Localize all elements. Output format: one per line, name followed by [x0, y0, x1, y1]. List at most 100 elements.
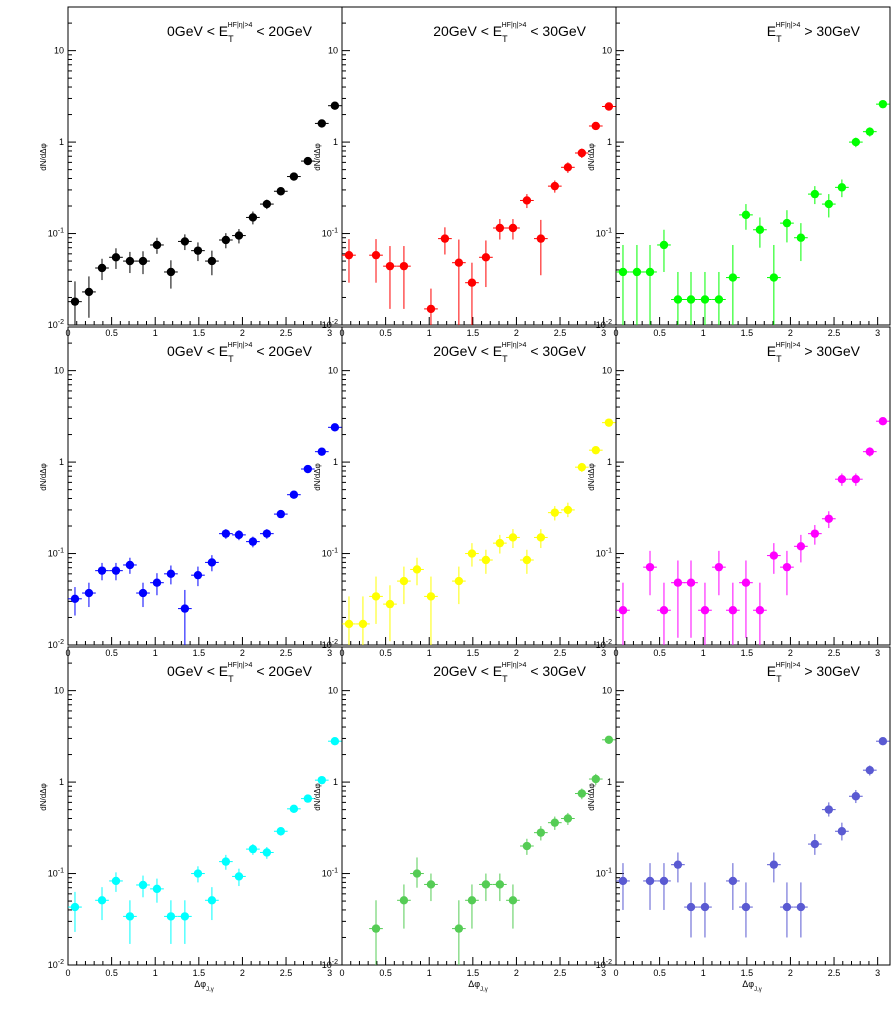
plot-frame: [341, 6, 617, 326]
data-point: [673, 860, 683, 869]
x-tick-label: 1.5: [467, 648, 480, 658]
y-tick-label: 10-1: [596, 228, 612, 239]
x-axis-label-subscript: J,γ: [480, 987, 488, 993]
data-point: [741, 902, 751, 912]
data-point: [810, 189, 820, 199]
data-point: [686, 578, 696, 587]
x-tick-label: 1: [701, 968, 706, 978]
data-point: [632, 267, 642, 277]
y-tick-label: 1: [333, 137, 338, 147]
data-point: [317, 775, 327, 785]
data-point: [358, 619, 368, 629]
data-point: [536, 533, 546, 542]
data-point: [741, 210, 751, 220]
data-point: [70, 297, 80, 306]
x-tick-label: 2.5: [280, 648, 293, 658]
y-tick-label: 10-1: [48, 868, 64, 879]
panel-title-superscript: HF|η|>4: [502, 22, 527, 29]
x-tick-label: 1.5: [741, 328, 754, 338]
data-point: [618, 267, 628, 277]
x-tick-label: 0.5: [653, 648, 666, 658]
data-point: [207, 558, 217, 567]
panel-title-superscript: HF|η|>4: [228, 662, 253, 669]
x-tick-label: 1: [153, 648, 158, 658]
x-tick-label: 2: [240, 328, 245, 338]
x-tick-label: 0: [339, 968, 344, 978]
x-tick-label: 2: [788, 968, 793, 978]
data-point: [796, 233, 806, 242]
data-point: [97, 896, 107, 905]
data-point: [152, 240, 162, 250]
y-tick-label: 10-1: [48, 548, 64, 559]
x-tick-label: 2: [788, 328, 793, 338]
x-tick-label: 1: [153, 328, 158, 338]
data-point: [508, 223, 518, 233]
data-point: [180, 912, 190, 921]
data-point: [810, 839, 820, 849]
x-tick-label: 2: [240, 968, 245, 978]
data-point: [865, 127, 875, 136]
plot-frame: [341, 326, 617, 646]
panel-title-suffix: < 20GeV: [252, 663, 312, 679]
data-point: [536, 234, 546, 243]
data-point: [303, 464, 313, 474]
x-tick-label: 1.5: [193, 328, 206, 338]
data-point: [193, 869, 203, 878]
data-point: [481, 555, 491, 565]
data-point: [234, 872, 244, 881]
panel-title-subscript: T: [228, 674, 234, 684]
data-point: [152, 578, 162, 587]
x-tick-label: 0: [613, 968, 618, 978]
data-series: [616, 99, 890, 325]
y-tick-label: 10: [328, 686, 338, 696]
panel-title-suffix: > 30GeV: [800, 663, 860, 679]
data-point: [97, 566, 107, 575]
x-tick-label: 1.5: [467, 328, 480, 338]
data-point: [522, 841, 532, 851]
data-point: [604, 102, 614, 111]
data-point: [221, 857, 231, 866]
data-point: [714, 295, 724, 304]
panel-title-suffix: < 30GeV: [526, 663, 586, 679]
data-point: [303, 794, 313, 803]
panel-title-suffix: < 30GeV: [526, 23, 586, 39]
data-point: [878, 416, 888, 426]
panel-title: 0GeV < ETHF|η|>4 < 20GeV: [167, 342, 313, 364]
data-point: [289, 804, 299, 814]
data-point: [550, 818, 560, 827]
x-tick-label: 0.5: [379, 648, 392, 658]
data-series: [68, 101, 342, 325]
y-axis-label: dN/dΔφ: [313, 783, 322, 810]
data-point: [399, 261, 409, 271]
x-tick-label: 1: [701, 328, 706, 338]
data-point: [686, 902, 696, 912]
x-tick-label: 3: [601, 328, 606, 338]
x-tick-label: 1: [427, 968, 432, 978]
data-point: [728, 876, 738, 886]
data-point: [755, 606, 765, 615]
x-tick-label: 1.5: [467, 968, 480, 978]
y-tick-exponent: -1: [606, 228, 612, 235]
y-tick-label: 10-2: [322, 319, 338, 330]
data-point: [577, 462, 587, 472]
data-point: [481, 880, 491, 889]
data-point: [371, 924, 381, 933]
x-tick-label: 3: [875, 328, 880, 338]
data-point: [550, 508, 560, 517]
data-point: [645, 267, 655, 277]
data-point: [522, 196, 532, 205]
y-tick-label: 10-2: [322, 639, 338, 650]
y-tick-label: 1: [607, 457, 612, 467]
data-point: [467, 549, 477, 558]
data-point: [796, 542, 806, 551]
plot-frame: [341, 646, 617, 966]
data-point: [686, 295, 696, 304]
y-tick-exponent: -2: [332, 639, 338, 646]
data-point: [84, 287, 94, 297]
data-point: [262, 529, 272, 538]
data-point: [714, 562, 724, 572]
y-tick-label: 10: [54, 46, 64, 56]
y-tick-label: 1: [59, 777, 64, 787]
data-point: [837, 475, 847, 484]
y-tick-exponent: -2: [332, 959, 338, 966]
